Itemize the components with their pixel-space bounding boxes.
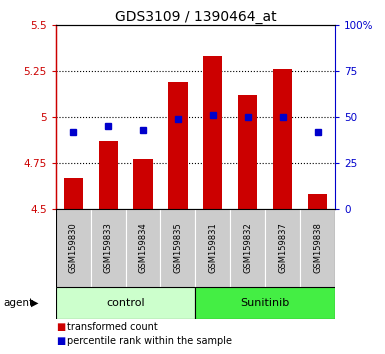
Text: GSM159830: GSM159830 (69, 222, 78, 273)
Text: Sunitinib: Sunitinib (241, 298, 290, 308)
Text: control: control (106, 298, 145, 308)
Text: GSM159835: GSM159835 (173, 222, 182, 273)
Bar (161, 209, 195, 287)
Bar (134, 159, 152, 209)
Text: ■: ■ (56, 322, 65, 332)
Text: GSM159833: GSM159833 (104, 222, 113, 273)
Bar (64, 178, 83, 209)
Text: GSM159832: GSM159832 (243, 222, 252, 273)
Bar (195, 209, 230, 287)
Bar (238, 95, 257, 209)
Bar (195, 287, 335, 319)
Text: GSM159831: GSM159831 (208, 222, 218, 273)
Bar (203, 56, 223, 209)
Text: ▶: ▶ (31, 298, 38, 308)
Bar (126, 209, 161, 287)
Text: GSM159837: GSM159837 (278, 222, 287, 273)
Bar (168, 82, 187, 209)
Text: ■: ■ (56, 336, 65, 346)
Bar (230, 209, 265, 287)
Text: GSM159834: GSM159834 (139, 222, 147, 273)
Bar (56, 209, 91, 287)
Bar (56, 287, 195, 319)
Bar (91, 209, 126, 287)
Text: agent: agent (4, 298, 34, 308)
Text: percentile rank within the sample: percentile rank within the sample (67, 336, 233, 346)
Bar (300, 209, 335, 287)
Bar (265, 209, 300, 287)
Bar (99, 141, 118, 209)
Title: GDS3109 / 1390464_at: GDS3109 / 1390464_at (115, 10, 276, 24)
Text: GSM159838: GSM159838 (313, 222, 322, 273)
Bar (273, 69, 292, 209)
Text: transformed count: transformed count (67, 322, 158, 332)
Bar (308, 194, 327, 209)
